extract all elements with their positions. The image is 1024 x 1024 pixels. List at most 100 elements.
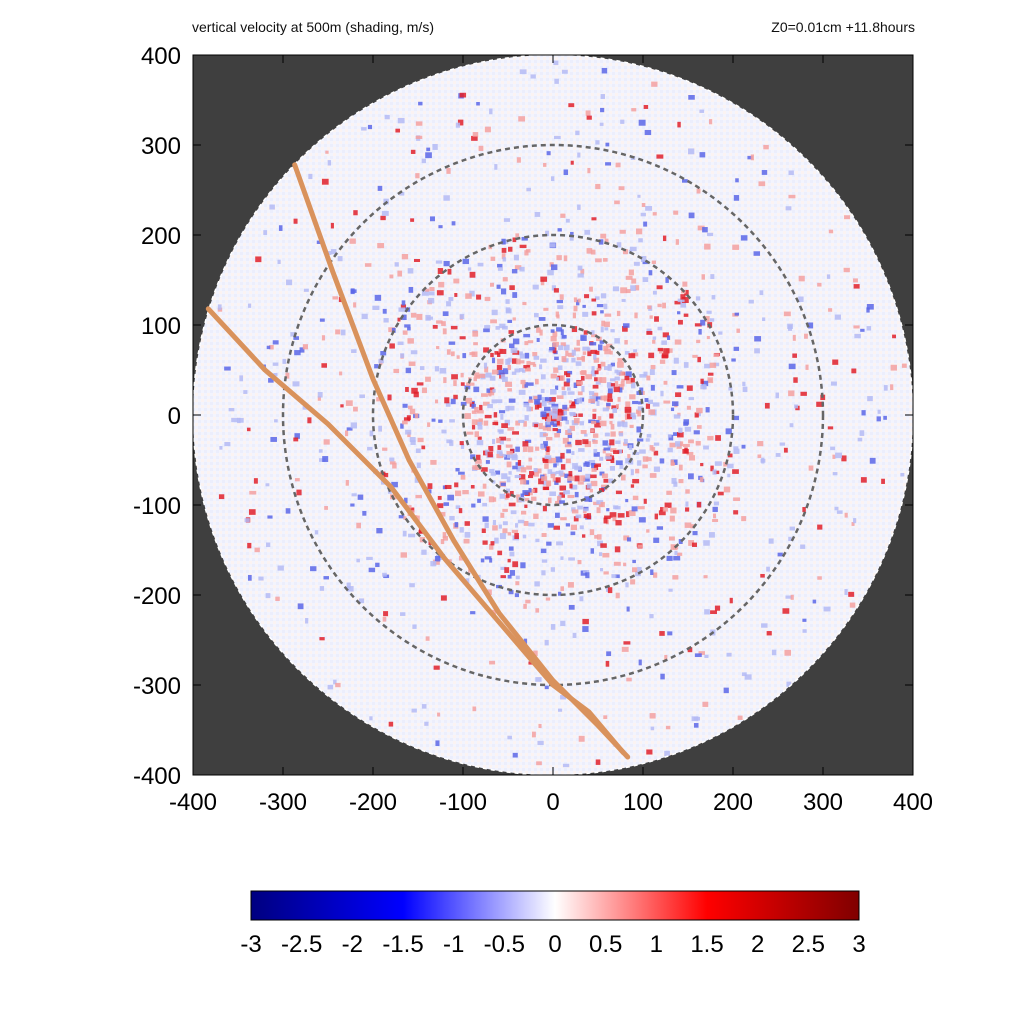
velocity-cell xyxy=(560,556,564,560)
velocity-cell xyxy=(496,399,503,404)
velocity-cell xyxy=(515,523,519,528)
velocity-cell xyxy=(580,268,585,275)
velocity-cell xyxy=(270,436,277,442)
velocity-cell xyxy=(497,267,503,271)
velocity-cell xyxy=(434,399,439,404)
velocity-cell xyxy=(629,394,636,400)
velocity-cell xyxy=(535,468,542,474)
velocity-cell xyxy=(571,326,578,333)
velocity-cell xyxy=(398,515,405,519)
velocity-cell xyxy=(490,472,497,476)
velocity-cell xyxy=(482,483,487,489)
velocity-cell xyxy=(494,164,498,170)
velocity-cell xyxy=(517,465,525,469)
velocity-cell xyxy=(455,490,462,497)
velocity-cell xyxy=(388,327,395,333)
velocity-cell xyxy=(786,681,792,687)
velocity-cell xyxy=(587,350,592,357)
velocity-cell xyxy=(508,398,516,403)
velocity-cell xyxy=(616,242,622,248)
velocity-cell xyxy=(694,323,702,327)
velocity-cell xyxy=(611,574,617,578)
velocity-cell xyxy=(660,390,664,397)
velocity-cell xyxy=(693,716,701,721)
velocity-cell xyxy=(524,382,529,388)
velocity-cell xyxy=(536,337,540,342)
velocity-cell xyxy=(573,418,580,424)
velocity-cell xyxy=(792,334,796,341)
velocity-cell xyxy=(518,389,526,395)
velocity-cell xyxy=(366,556,373,560)
velocity-cell xyxy=(319,318,325,322)
velocity-cell xyxy=(494,351,500,355)
velocity-cell xyxy=(589,395,597,401)
velocity-cell xyxy=(459,441,464,446)
velocity-cell xyxy=(713,362,720,367)
velocity-cell xyxy=(561,356,567,362)
velocity-cell xyxy=(568,471,573,477)
velocity-cell xyxy=(594,377,598,382)
velocity-cell xyxy=(447,268,452,275)
velocity-cell xyxy=(592,408,597,412)
velocity-cell xyxy=(869,457,876,464)
velocity-cell xyxy=(489,108,493,115)
colorbar-tick-label: -1 xyxy=(443,931,464,958)
velocity-cell xyxy=(620,381,625,387)
velocity-cell xyxy=(514,533,519,540)
velocity-cell xyxy=(636,426,642,433)
velocity-cell xyxy=(443,260,450,267)
velocity-cell xyxy=(294,350,301,356)
velocity-cell xyxy=(656,154,664,159)
velocity-cell xyxy=(560,586,564,591)
velocity-cell xyxy=(459,313,465,320)
velocity-cell xyxy=(577,273,584,278)
velocity-cell xyxy=(531,496,537,501)
colorbar-tick-label: 0 xyxy=(548,931,561,958)
velocity-cell xyxy=(539,329,543,336)
velocity-cell xyxy=(345,479,349,486)
velocity-cell xyxy=(700,384,707,390)
velocity-cell xyxy=(583,477,590,482)
velocity-cell xyxy=(675,441,682,447)
velocity-cell xyxy=(367,446,373,451)
velocity-cell xyxy=(568,103,575,108)
velocity-cell xyxy=(543,433,548,437)
velocity-cell xyxy=(293,218,298,224)
velocity-cell xyxy=(753,251,761,256)
velocity-cell xyxy=(552,331,558,337)
velocity-cell xyxy=(510,510,517,515)
velocity-cell xyxy=(405,386,409,392)
velocity-cell xyxy=(586,347,591,352)
x-tick-label: -300 xyxy=(259,789,307,816)
velocity-cell xyxy=(582,304,586,308)
velocity-cell xyxy=(591,311,597,316)
velocity-cell xyxy=(622,249,629,255)
velocity-cell xyxy=(594,535,598,539)
velocity-cell xyxy=(593,354,597,360)
velocity-cell xyxy=(783,311,791,317)
velocity-cell xyxy=(397,341,404,346)
velocity-cell xyxy=(471,135,478,141)
colorbar xyxy=(250,890,860,921)
velocity-cell xyxy=(609,350,613,355)
velocity-cell xyxy=(783,447,788,453)
velocity-cell xyxy=(731,358,736,362)
velocity-cell xyxy=(442,535,448,541)
velocity-cell xyxy=(515,575,520,580)
velocity-cell xyxy=(646,331,653,335)
velocity-cell xyxy=(506,476,511,483)
velocity-cell xyxy=(610,329,615,333)
velocity-cell xyxy=(779,442,786,446)
velocity-cell xyxy=(645,438,650,442)
velocity-cell xyxy=(601,320,606,327)
velocity-cell xyxy=(410,149,416,154)
velocity-cell xyxy=(384,114,390,120)
velocity-cell xyxy=(582,346,590,351)
velocity-cell xyxy=(402,330,408,335)
velocity-cell xyxy=(475,459,482,464)
velocity-cell xyxy=(697,412,701,417)
velocity-cell xyxy=(553,288,559,293)
velocity-cell xyxy=(483,328,490,333)
velocity-cell xyxy=(533,513,539,520)
velocity-cell xyxy=(517,459,522,466)
